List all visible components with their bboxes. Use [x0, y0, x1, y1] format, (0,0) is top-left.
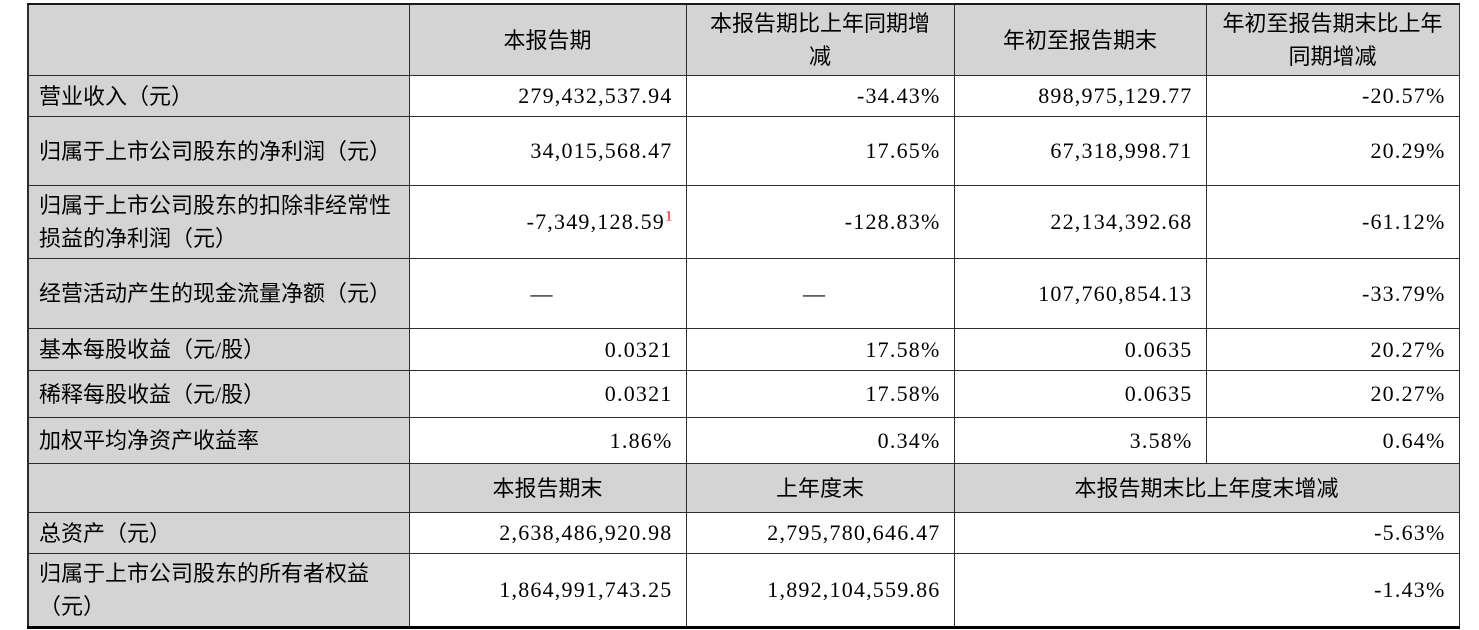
row-label: 归属于上市公司股东的净利润（元）	[27, 116, 410, 186]
footnote-marker: 1	[665, 208, 673, 225]
value-current: 0.0321	[408, 370, 687, 418]
financial-summary-table: 本报告期 本报告期比上年同期增减 年初至报告期末 年初至报告期末比上年同期增减 …	[27, 3, 1460, 629]
value-prior-year-end: 1,892,104,559.86	[685, 553, 955, 628]
value-period-end: 2,638,486,920.98	[408, 512, 687, 554]
row-net-profit-excl-nonrecurring: 归属于上市公司股东的扣除非经常性损益的净利润（元） -7,349,128.591…	[27, 185, 1460, 259]
value-current: 1.86%	[408, 417, 687, 464]
value-current-change: -34.43%	[685, 75, 955, 117]
row-label: 归属于上市公司股东的扣除非经常性损益的净利润（元）	[27, 185, 410, 259]
value-current-change-dash: —	[685, 258, 955, 329]
row-operating-revenue: 营业收入（元） 279,432,537.94 -34.43% 898,975,1…	[27, 75, 1460, 117]
value-ytd-change: -20.57%	[1205, 75, 1460, 117]
value-ytd-change: 20.27%	[1205, 328, 1460, 371]
value-period-end: 1,864,991,743.25	[408, 553, 687, 628]
header-current-period-change: 本报告期比上年同期增减	[685, 3, 955, 76]
row-weighted-avg-roe: 加权平均净资产收益率 1.86% 0.34% 3.58% 0.64%	[27, 417, 1460, 464]
value-ytd: 898,975,129.77	[953, 75, 1207, 117]
value-ytd: 3.58%	[953, 417, 1207, 464]
value-ytd-change: -61.12%	[1205, 185, 1460, 259]
row-label: 总资产（元）	[27, 512, 410, 554]
header-blank-cell	[27, 463, 410, 513]
value-current-change: -128.83%	[685, 185, 955, 259]
value-current: 34,015,568.47	[408, 116, 687, 186]
value-ytd: 67,318,998.71	[953, 116, 1207, 186]
row-label: 基本每股收益（元/股）	[27, 328, 410, 371]
header-prior-year-end: 上年度末	[685, 463, 955, 513]
value-current: 279,432,537.94	[408, 75, 687, 117]
value-ytd: 107,760,854.13	[953, 258, 1207, 329]
value-current: 0.0321	[408, 328, 687, 371]
value-current-change: 17.65%	[685, 116, 955, 186]
header-blank-cell	[27, 3, 410, 76]
value-ytd-change: 20.27%	[1205, 370, 1460, 418]
row-equity-attributable: 归属于上市公司股东的所有者权益（元） 1,864,991,743.25 1,89…	[27, 553, 1460, 628]
row-label: 经营活动产生的现金流量净额（元）	[27, 258, 410, 329]
row-operating-cash-flow: 经营活动产生的现金流量净额（元） — — 107,760,854.13 -33.…	[27, 258, 1460, 329]
row-diluted-eps: 稀释每股收益（元/股） 0.0321 17.58% 0.0635 20.27%	[27, 370, 1460, 418]
header-period-end-change: 本报告期末比上年度末增减	[953, 463, 1460, 513]
row-label: 归属于上市公司股东的所有者权益（元）	[27, 553, 410, 628]
header-ytd: 年初至报告期末	[953, 3, 1207, 76]
value-ytd-change: -33.79%	[1205, 258, 1460, 329]
value-text: -7,349,128.59	[526, 209, 665, 234]
value-current-change: 0.34%	[685, 417, 955, 464]
value-ytd-change: 20.29%	[1205, 116, 1460, 186]
value-current-change: 17.58%	[685, 328, 955, 371]
row-net-profit: 归属于上市公司股东的净利润（元） 34,015,568.47 17.65% 67…	[27, 116, 1460, 186]
row-basic-eps: 基本每股收益（元/股） 0.0321 17.58% 0.0635 20.27%	[27, 328, 1460, 371]
header-ytd-change: 年初至报告期末比上年同期增减	[1205, 3, 1460, 76]
header-period-end: 本报告期末	[408, 463, 687, 513]
header-current-period: 本报告期	[408, 3, 687, 76]
row-label: 稀释每股收益（元/股）	[27, 370, 410, 418]
value-current: -7,349,128.591	[408, 185, 687, 259]
header-row-period: 本报告期 本报告期比上年同期增减 年初至报告期末 年初至报告期末比上年同期增减	[27, 3, 1460, 76]
value-prior-year-end: 2,795,780,646.47	[685, 512, 955, 554]
value-ytd: 0.0635	[953, 328, 1207, 371]
value-ytd: 22,134,392.68	[953, 185, 1207, 259]
value-ytd: 0.0635	[953, 370, 1207, 418]
row-label: 加权平均净资产收益率	[27, 417, 410, 464]
row-total-assets: 总资产（元） 2,638,486,920.98 2,795,780,646.47…	[27, 512, 1460, 554]
value-change: -5.63%	[953, 512, 1460, 554]
value-ytd-change: 0.64%	[1205, 417, 1460, 464]
row-label: 营业收入（元）	[27, 75, 410, 117]
header-row-period-end: 本报告期末 上年度末 本报告期末比上年度末增减	[27, 463, 1460, 513]
value-current-change: 17.58%	[685, 370, 955, 418]
value-current-dash: —	[408, 258, 687, 329]
value-change: -1.43%	[953, 553, 1460, 628]
